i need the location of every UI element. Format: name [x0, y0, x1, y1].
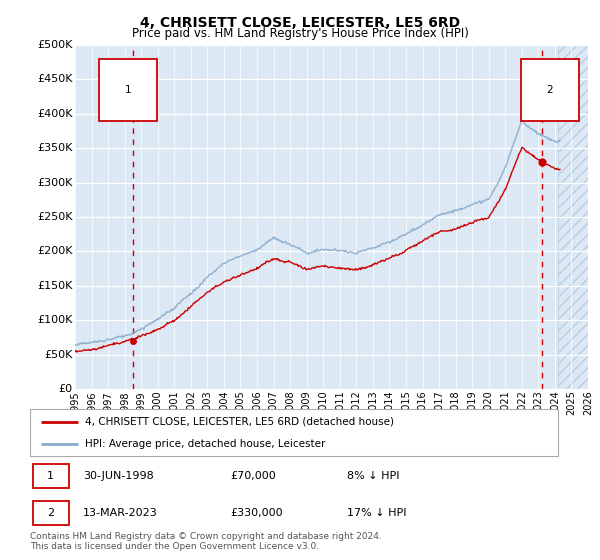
Text: 17% ↓ HPI: 17% ↓ HPI — [347, 508, 406, 518]
Text: £150K: £150K — [37, 281, 73, 291]
Text: £330,000: £330,000 — [230, 508, 283, 518]
FancyBboxPatch shape — [32, 501, 68, 525]
Text: 1: 1 — [47, 471, 54, 481]
Text: 30-JUN-1998: 30-JUN-1998 — [83, 471, 154, 481]
Text: 8% ↓ HPI: 8% ↓ HPI — [347, 471, 400, 481]
Text: £70,000: £70,000 — [230, 471, 277, 481]
Text: £200K: £200K — [37, 246, 73, 256]
Text: Price paid vs. HM Land Registry's House Price Index (HPI): Price paid vs. HM Land Registry's House … — [131, 27, 469, 40]
Text: 2: 2 — [547, 85, 553, 95]
FancyBboxPatch shape — [32, 464, 68, 488]
Text: £50K: £50K — [44, 350, 73, 360]
Text: 2: 2 — [47, 508, 54, 518]
Text: 13-MAR-2023: 13-MAR-2023 — [83, 508, 158, 518]
FancyBboxPatch shape — [30, 409, 558, 456]
Text: £450K: £450K — [37, 74, 73, 84]
Text: HPI: Average price, detached house, Leicester: HPI: Average price, detached house, Leic… — [85, 438, 326, 449]
Text: £400K: £400K — [37, 109, 73, 119]
Text: 1: 1 — [125, 85, 131, 95]
Text: £0: £0 — [58, 384, 73, 394]
Text: 4, CHRISETT CLOSE, LEICESTER, LE5 6RD (detached house): 4, CHRISETT CLOSE, LEICESTER, LE5 6RD (d… — [85, 417, 394, 427]
Text: £300K: £300K — [37, 178, 73, 188]
Text: 4, CHRISETT CLOSE, LEICESTER, LE5 6RD: 4, CHRISETT CLOSE, LEICESTER, LE5 6RD — [140, 16, 460, 30]
Text: Contains HM Land Registry data © Crown copyright and database right 2024.
This d: Contains HM Land Registry data © Crown c… — [30, 532, 382, 552]
Text: £250K: £250K — [37, 212, 73, 222]
Text: £500K: £500K — [37, 40, 73, 50]
Bar — [558, 45, 588, 389]
Text: £350K: £350K — [37, 143, 73, 153]
Text: £100K: £100K — [37, 315, 73, 325]
